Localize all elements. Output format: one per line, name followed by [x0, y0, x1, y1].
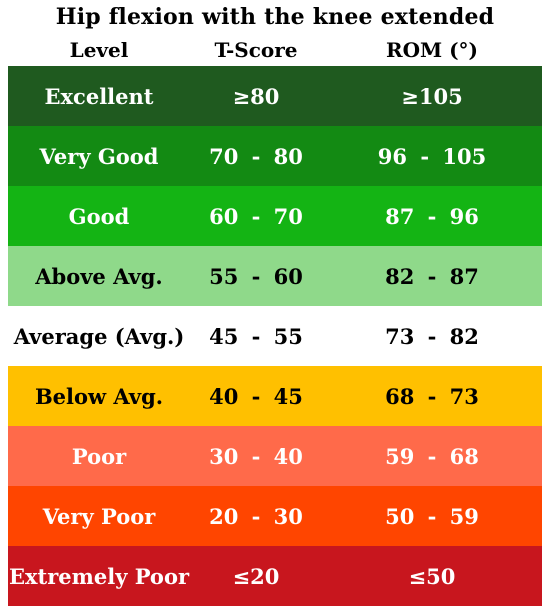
level-cell: Good [68, 203, 130, 229]
tscore-cell: 70 - 80 [209, 143, 303, 169]
rom-cell: 73 - 82 [385, 323, 479, 349]
tscore-cell: 40 - 45 [209, 383, 303, 409]
tscore-cell: 55 - 60 [209, 263, 303, 289]
tscore-cell: 20 - 30 [209, 503, 303, 529]
table-header: Level T-Score ROM (°) [8, 34, 542, 66]
tscore-cell: 60 - 70 [209, 203, 303, 229]
rom-cell: 87 - 96 [385, 203, 479, 229]
rating-table: Excellent ≥80 ≥105 Very Good 70 - 80 96 … [8, 66, 542, 606]
level-cell: Excellent [44, 83, 154, 109]
table-row: Good 60 - 70 87 - 96 [8, 186, 542, 246]
rom-cell: 96 - 105 [377, 143, 487, 169]
table-row: Average (Avg.) 45 - 55 73 - 82 [8, 306, 542, 366]
tscore-cell: ≥80 [232, 83, 280, 109]
level-cell: Very Poor [42, 503, 156, 529]
level-cell: Above Avg. [35, 263, 163, 289]
table-row: Above Avg. 55 - 60 82 - 87 [8, 246, 542, 306]
level-cell: Below Avg. [34, 383, 164, 409]
rom-cell: ≤50 [408, 563, 456, 589]
table-row: Below Avg. 40 - 45 68 - 73 [8, 366, 542, 426]
table-row: Excellent ≥80 ≥105 [8, 66, 542, 126]
header-level: Level [69, 38, 129, 62]
tscore-cell: 30 - 40 [209, 443, 303, 469]
table-title: Hip flexion with the knee extended [55, 4, 495, 30]
rom-cell: 68 - 73 [385, 383, 479, 409]
tscore-cell: 45 - 55 [209, 323, 303, 349]
level-cell: Extremely Poor [8, 563, 190, 589]
header-tscore: T-Score [214, 38, 298, 62]
level-cell: Average (Avg.) [13, 323, 185, 349]
header-rom: ROM (°) [385, 38, 479, 62]
rom-cell: 59 - 68 [385, 443, 479, 469]
level-cell: Poor [71, 443, 127, 469]
table-row: Very Good 70 - 80 96 - 105 [8, 126, 542, 186]
rom-cell: ≥105 [401, 83, 463, 109]
rom-cell: 82 - 87 [385, 263, 479, 289]
rom-cell: 50 - 59 [385, 503, 479, 529]
level-cell: Very Good [39, 143, 159, 169]
table-row: Very Poor 20 - 30 50 - 59 [8, 486, 542, 546]
table-row: Poor 30 - 40 59 - 68 [8, 426, 542, 486]
tscore-cell: ≤20 [232, 563, 280, 589]
table-row: Extremely Poor ≤20 ≤50 [8, 546, 542, 606]
